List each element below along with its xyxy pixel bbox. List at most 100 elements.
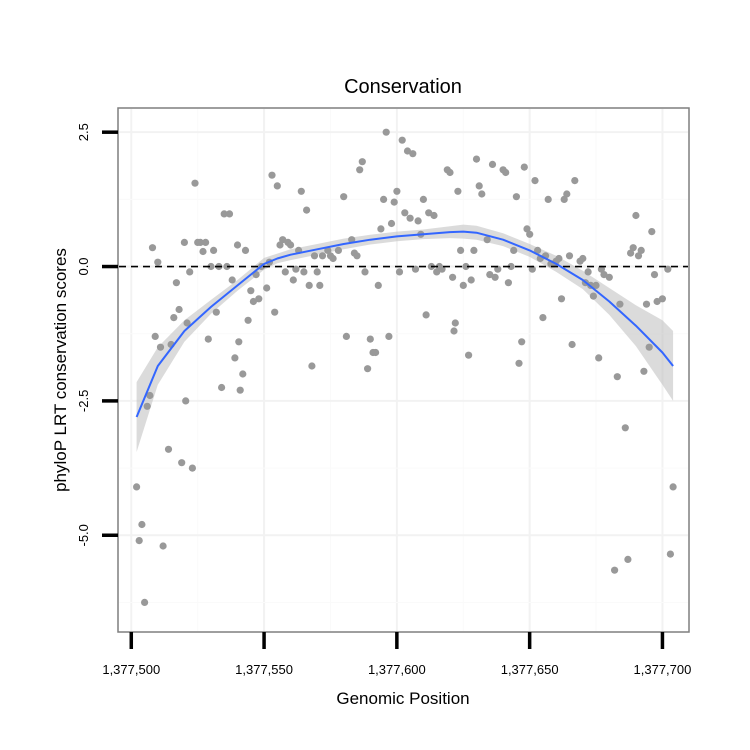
data-point [664, 265, 672, 273]
data-point [377, 225, 385, 233]
data-point [475, 182, 483, 190]
data-point [658, 295, 667, 303]
data-point [414, 217, 422, 225]
data-point [419, 195, 427, 203]
data-point [244, 316, 252, 324]
data-point [395, 268, 404, 276]
data-point [526, 230, 534, 238]
y-axis: 2.5 0.0 -2.5 -5.0 [76, 123, 118, 547]
data-point [210, 246, 218, 254]
x-tick-label: 1,377,650 [501, 662, 559, 677]
data-point [372, 348, 380, 357]
data-point [308, 362, 316, 370]
data-point [560, 195, 568, 203]
data-point [589, 292, 598, 300]
data-point [563, 190, 571, 198]
data-point [287, 241, 295, 249]
data-point [202, 238, 210, 246]
data-point [411, 265, 420, 273]
data-point [170, 314, 178, 322]
data-point [300, 268, 308, 276]
data-point [401, 209, 409, 217]
data-point [454, 187, 462, 195]
data-point [366, 335, 374, 343]
data-point [584, 268, 592, 276]
data-point [621, 424, 629, 432]
data-point [188, 464, 196, 472]
data-point [231, 354, 239, 362]
data-point [199, 247, 207, 256]
data-point [191, 179, 199, 187]
data-point [297, 187, 305, 195]
data-point [406, 214, 414, 222]
data-point [364, 365, 372, 373]
x-tick-label: 1,377,500 [102, 662, 160, 677]
data-point [488, 160, 497, 168]
data-point [650, 271, 659, 279]
x-axis-label: Genomic Position [336, 689, 469, 708]
data-point [449, 273, 457, 281]
data-point [616, 300, 624, 308]
data-point [223, 262, 231, 271]
data-point [342, 332, 350, 340]
data-point [292, 265, 300, 273]
data-point [539, 314, 547, 322]
data-point [531, 177, 539, 185]
data-point [225, 210, 234, 218]
data-point [182, 397, 190, 405]
data-point [666, 550, 675, 558]
data-point [276, 241, 284, 249]
scatter-points [133, 128, 677, 607]
data-point [263, 284, 271, 292]
smooth-line-group [135, 230, 674, 418]
data-point [374, 281, 382, 289]
data-point [164, 445, 173, 453]
data-point [268, 171, 276, 179]
data-point [504, 279, 512, 287]
data-point [273, 182, 281, 190]
data-point [236, 386, 244, 394]
data-point [645, 343, 653, 351]
data-point [329, 254, 337, 263]
data-point [313, 268, 321, 276]
data-point [534, 246, 542, 254]
data-point [640, 367, 648, 375]
data-point [669, 483, 677, 491]
data-point [271, 308, 279, 316]
data-point [632, 211, 640, 220]
data-point [520, 163, 528, 171]
data-point [483, 236, 491, 244]
data-point [446, 168, 454, 177]
data-point [653, 297, 661, 306]
data-point [507, 262, 515, 271]
data-point [228, 276, 236, 284]
data-point [467, 276, 475, 284]
data-point [438, 265, 446, 273]
data-point [385, 332, 393, 340]
data-point [613, 373, 621, 381]
data-point [212, 308, 220, 316]
data-point [425, 209, 433, 217]
data-point [361, 268, 369, 276]
data-point [502, 168, 510, 177]
data-point [600, 271, 608, 279]
data-point [387, 219, 396, 228]
plot-panel [117, 107, 690, 633]
data-point [218, 383, 226, 392]
data-point [175, 305, 183, 314]
data-point [380, 195, 388, 203]
data-point [579, 254, 587, 263]
data-point [143, 402, 151, 410]
data-point [154, 258, 162, 266]
data-point [523, 225, 531, 233]
data-point [133, 483, 141, 491]
data-point [239, 370, 247, 378]
data-point [156, 343, 165, 351]
data-point [595, 354, 603, 362]
data-point [592, 281, 600, 289]
data-point [648, 228, 656, 236]
data-point [141, 598, 149, 607]
data-point [597, 265, 606, 273]
data-point [430, 211, 438, 220]
data-point [235, 338, 243, 346]
